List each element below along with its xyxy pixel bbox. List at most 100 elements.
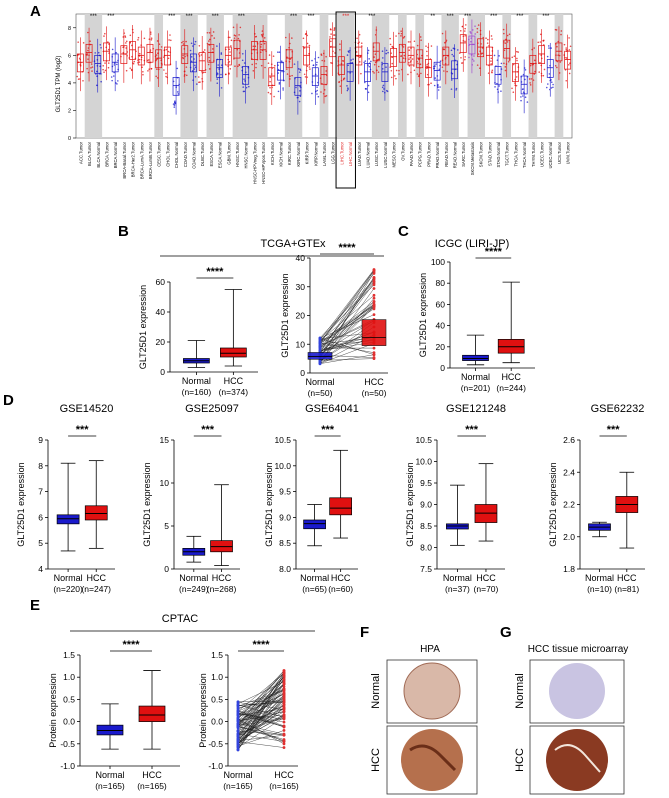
- hcc-point: [282, 680, 286, 684]
- panel-a-point: [254, 45, 257, 48]
- panel-a-point: [411, 58, 414, 60]
- panel-a-point: [560, 33, 562, 36]
- y-tick-label: 10.5: [274, 435, 291, 445]
- panel-a-point: [460, 57, 462, 59]
- panel-a-point: [269, 80, 271, 83]
- panel-a-point: [471, 58, 474, 61]
- panel-a-box: [338, 56, 345, 75]
- panel-a-point: [568, 63, 570, 66]
- panel-a-point: [229, 51, 231, 53]
- panel-a-point: [390, 76, 393, 79]
- panel-b-left-boxplot: 0 20 40 60 GLT25D1 expression Normal(n=160) HC…: [138, 266, 258, 397]
- panel-a-point: [543, 68, 546, 71]
- panel-a-point: [455, 87, 458, 90]
- panel-a-point: [260, 51, 262, 54]
- panel-a-point: [522, 95, 524, 97]
- group-n-label: (n=50): [308, 388, 333, 398]
- panel-a-point: [398, 73, 400, 75]
- panel-a-point: [150, 37, 153, 40]
- paired-line: [237, 717, 285, 748]
- panel-a-point: [506, 34, 509, 37]
- x-tick-label: Normal: [300, 573, 329, 583]
- panel-a-group-band: [441, 14, 459, 138]
- panel-a-point: [381, 61, 383, 64]
- panel-a-point: [358, 56, 361, 59]
- panel-a-point: [111, 48, 114, 51]
- y-tick-label: 9: [38, 435, 43, 445]
- panel-a-category-label: PRAD.Normal: [435, 142, 440, 168]
- panel-a-point: [534, 70, 536, 73]
- normal-point: [236, 715, 240, 719]
- panel-a-point: [220, 53, 223, 55]
- y-tick-label: 0: [300, 368, 305, 378]
- panel-a-point: [381, 50, 384, 53]
- panel-g-hcc-stain-pattern: [554, 744, 601, 773]
- y-tick-label: 2.4: [563, 467, 575, 477]
- hcc-point: [282, 742, 286, 746]
- paired-line: [319, 281, 375, 350]
- panel-a-point: [206, 42, 209, 45]
- panel-a-point: [441, 32, 444, 35]
- panel-a-point: [165, 48, 168, 51]
- panel-a-point: [450, 88, 453, 90]
- panel-a-point: [243, 62, 246, 64]
- y-axis-label: GLT25D1 expression: [264, 462, 274, 546]
- panel-a-point: [524, 78, 526, 81]
- panel-f-normal-tissue-core: [404, 663, 460, 719]
- panel-a-point: [239, 26, 242, 29]
- normal-point: [236, 724, 240, 728]
- panel-a-box: [94, 54, 102, 74]
- box-hcc: [138, 705, 166, 722]
- panel-a-point: [540, 33, 542, 36]
- panel-a-point: [516, 59, 518, 62]
- panel-a-ytick-label: 0: [68, 136, 71, 142]
- hcc-point: [282, 740, 286, 743]
- panel-a-point: [490, 60, 492, 62]
- panel-a-point: [77, 78, 80, 80]
- significance-stars: ****: [122, 639, 140, 651]
- panel-d-title: GSE14520: [60, 403, 114, 415]
- y-tick-label: 1.5: [63, 650, 75, 660]
- panel-a-point: [407, 73, 409, 76]
- paired-line: [319, 271, 375, 364]
- y-tick-label: 0: [164, 564, 169, 574]
- panel-a-point: [206, 31, 209, 34]
- panel-a-point: [200, 54, 203, 56]
- significance-stars: ****: [206, 266, 224, 278]
- panel-a-point: [413, 40, 416, 43]
- panel-a-point: [194, 66, 197, 69]
- x-tick-label: Normal: [461, 372, 490, 382]
- panel-a-point: [358, 61, 361, 63]
- y-tick-label: 8.0: [279, 564, 291, 574]
- panel-a-point: [267, 91, 270, 94]
- panel-a-point: [545, 86, 548, 89]
- group-n-label: (n=201): [461, 383, 491, 393]
- paired-line: [319, 306, 375, 356]
- x-tick-label: HCC: [331, 573, 351, 583]
- panel-a-point: [277, 72, 280, 74]
- panel-a-point: [491, 69, 494, 72]
- panel-a-category-label: SKCM.Tumor: [479, 141, 484, 167]
- panel-a-point: [451, 53, 453, 56]
- panel-a-ytick-label: 4: [68, 81, 71, 87]
- panel-a-point: [138, 58, 141, 61]
- panel-a-point: [477, 24, 480, 26]
- panel-a-point: [132, 62, 135, 65]
- panel-a-point: [158, 43, 161, 46]
- panel-a-point: [137, 36, 140, 39]
- panel-a-point: [402, 57, 405, 59]
- normal-point: [318, 337, 322, 340]
- paired-line: [319, 273, 375, 343]
- panel-a-point: [437, 86, 439, 89]
- panel-a-box: [137, 46, 145, 66]
- panel-a-point: [473, 55, 475, 57]
- panel-a-point: [360, 45, 363, 47]
- hcc-point: [282, 733, 286, 737]
- panel-a-point: [381, 86, 384, 89]
- panel-a-point: [550, 79, 552, 81]
- panel-a-point: [202, 50, 205, 53]
- panel-a-point: [82, 80, 84, 82]
- y-tick-label: 40: [156, 307, 166, 317]
- paired-line: [237, 715, 285, 734]
